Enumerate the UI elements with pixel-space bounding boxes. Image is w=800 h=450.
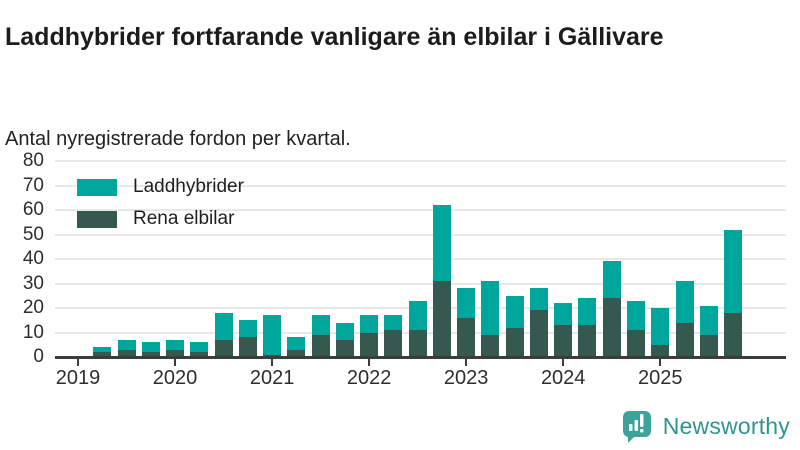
bar-segment-laddhybrider — [117, 339, 136, 350]
bar-segment-rena-elbilar — [724, 312, 743, 357]
bar-segment-rena-elbilar — [408, 330, 427, 357]
x-axis-tick — [659, 358, 662, 366]
bar-segment-rena-elbilar — [651, 344, 670, 357]
y-axis-label: 60 — [22, 199, 44, 220]
bar-segment-rena-elbilar — [141, 352, 160, 357]
legend: Laddhybrider Rena elbilar — [77, 176, 244, 240]
y-axis-label: 50 — [22, 223, 44, 245]
bar-segment-rena-elbilar — [190, 352, 209, 357]
laddhybrider-color-swatch — [77, 178, 117, 196]
bar-segment-rena-elbilar — [675, 322, 694, 357]
bar-segment-rena-elbilar — [457, 317, 476, 357]
bar-segment-laddhybrider — [602, 261, 621, 299]
y-axis-label: 0 — [33, 346, 44, 367]
bar-segment-laddhybrider — [724, 229, 743, 313]
gridline — [55, 233, 786, 236]
bar-segment-laddhybrider — [166, 339, 185, 350]
legend-label: Rena elbilar — [133, 208, 235, 229]
bar-segment-rena-elbilar — [384, 330, 403, 357]
y-axis-label: 80 — [22, 150, 44, 171]
x-axis-label: 2024 — [540, 367, 586, 389]
legend-item-rena-elbilar: Rena elbilar — [77, 208, 244, 230]
bar-segment-rena-elbilar — [360, 332, 379, 357]
bar-segment-laddhybrider — [529, 288, 548, 311]
bar-segment-laddhybrider — [578, 298, 597, 326]
y-axis-label: 30 — [22, 272, 44, 294]
rena-elbilar-color-swatch — [77, 210, 117, 228]
x-axis-tick — [77, 358, 79, 366]
bar-segment-laddhybrider — [432, 205, 451, 282]
bar-segment-rena-elbilar — [311, 334, 330, 357]
bar-segment-laddhybrider — [651, 308, 670, 345]
bar-segment-rena-elbilar — [626, 330, 645, 357]
bar-segment-rena-elbilar — [166, 349, 185, 357]
bar-segment-rena-elbilar — [529, 310, 548, 357]
gridline — [55, 258, 786, 260]
bar-segment-rena-elbilar — [93, 352, 112, 357]
bar-segment-laddhybrider — [141, 342, 160, 353]
plot-area: Laddhybrider Rena elbilar 0 10 20 30 40 50 60 7… — [23, 150, 786, 389]
bar-segment-laddhybrider — [287, 337, 306, 350]
bar-chart-speech-bubble-icon — [622, 411, 651, 443]
bar-segment-rena-elbilar — [117, 349, 136, 357]
y-axis-label: 10 — [22, 321, 44, 343]
y-axis-label: 20 — [22, 297, 44, 318]
bar-segment-laddhybrider — [505, 295, 524, 328]
bar-segment-rena-elbilar — [699, 334, 718, 357]
gridline — [55, 209, 786, 211]
bar-segment-laddhybrider — [481, 281, 500, 335]
brand-name: Newsworthy — [662, 412, 790, 439]
bar-segment-rena-elbilar — [602, 298, 621, 357]
bar-segment-laddhybrider — [335, 322, 354, 340]
x-axis-label: 2023 — [443, 367, 489, 389]
newsworthy-branding: Newsworthy — [620, 408, 790, 444]
x-axis-tick — [368, 358, 371, 366]
bar-segment-rena-elbilar — [287, 349, 306, 357]
legend-item-laddhybrider: Laddhybrider — [77, 176, 244, 198]
bar-segment-laddhybrider — [238, 320, 257, 338]
bar-segment-rena-elbilar — [335, 339, 354, 357]
y-axis-label: 70 — [22, 174, 44, 196]
bar-segment-laddhybrider — [214, 312, 233, 340]
bar-segment-rena-elbilar — [432, 281, 451, 357]
bar-segment-laddhybrider — [311, 315, 330, 335]
bar-segment-laddhybrider — [699, 305, 718, 335]
bar-segment-rena-elbilar — [263, 354, 282, 357]
bar-segment-laddhybrider — [675, 281, 694, 323]
x-axis-label: 2022 — [346, 367, 392, 389]
bar-segment-rena-elbilar — [481, 334, 500, 357]
bar-segment-rena-elbilar — [578, 325, 597, 357]
x-axis-tick — [271, 358, 274, 366]
x-axis-line — [55, 356, 786, 359]
gridline — [55, 184, 786, 187]
x-axis-tick — [174, 358, 177, 366]
bar-segment-laddhybrider — [384, 315, 403, 331]
x-axis-label: 2021 — [249, 367, 295, 389]
x-axis-label: 2025 — [637, 367, 683, 389]
gridline — [55, 282, 786, 285]
bar-segment-laddhybrider — [457, 288, 476, 318]
chart-subtitle: Antal nyregistrerade fordon per kvartal. — [5, 128, 351, 150]
bar-segment-laddhybrider — [93, 347, 112, 353]
bar-segment-rena-elbilar — [238, 337, 257, 357]
bar-segment-laddhybrider — [626, 300, 645, 331]
x-axis-label: 2019 — [55, 367, 101, 389]
x-axis-tick — [465, 358, 468, 366]
bar-segment-laddhybrider — [360, 315, 379, 333]
bar-segment-rena-elbilar — [505, 327, 524, 357]
x-axis-label: 2020 — [152, 367, 198, 389]
bar-segment-laddhybrider — [554, 303, 573, 326]
bar-segment-laddhybrider — [263, 315, 282, 355]
x-axis-tick — [562, 358, 565, 366]
chart-title: Laddhybrider fortfarande vanligare än el… — [5, 22, 664, 51]
gridline — [55, 160, 786, 162]
bar-segment-rena-elbilar — [214, 339, 233, 357]
y-axis-label: 40 — [22, 248, 44, 269]
bar-segment-rena-elbilar — [554, 325, 573, 357]
legend-label: Laddhybrider — [133, 176, 244, 197]
bar-segment-laddhybrider — [408, 300, 427, 331]
bar-segment-laddhybrider — [190, 342, 209, 353]
